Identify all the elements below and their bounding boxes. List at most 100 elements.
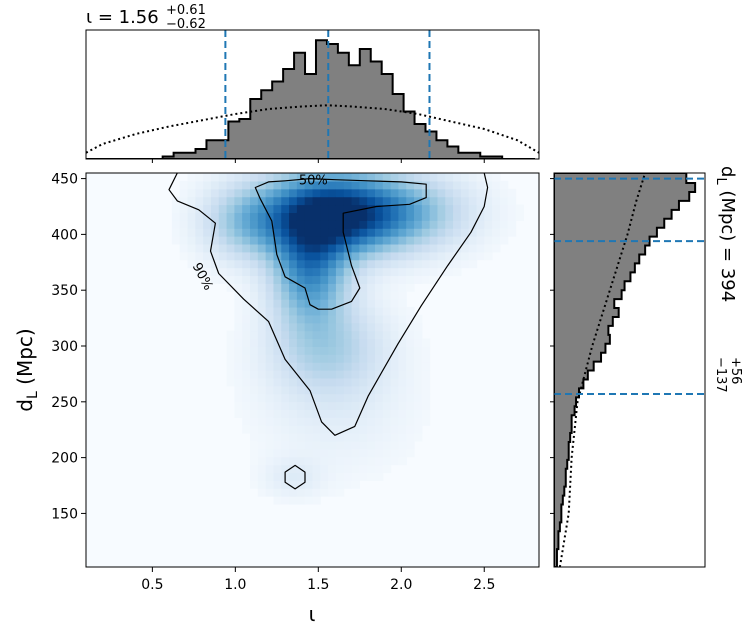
density-cell — [406, 236, 415, 245]
density-cell — [398, 354, 407, 363]
density-cell — [367, 362, 376, 371]
density-cell — [374, 456, 384, 466]
density-cell — [210, 243, 220, 253]
density-cell — [312, 196, 321, 206]
density-cell — [210, 228, 220, 237]
density-cell — [398, 236, 407, 245]
density-cell — [406, 306, 415, 316]
density-cell — [359, 236, 368, 245]
density-cell — [351, 212, 360, 221]
density-cell — [289, 291, 298, 300]
density-cell — [343, 433, 353, 442]
density-cell — [281, 464, 290, 474]
density-cell — [421, 236, 431, 245]
density-cell — [335, 433, 345, 442]
density-cell — [320, 448, 329, 458]
density-cell — [304, 228, 314, 237]
density-cell — [335, 314, 345, 324]
density-cell — [382, 228, 392, 237]
density-cell — [382, 433, 392, 442]
density-cell — [265, 283, 275, 292]
density-cell — [273, 259, 282, 269]
density-cell — [351, 251, 360, 261]
density-cell — [421, 196, 431, 206]
density-cell — [257, 330, 267, 340]
density-cell — [382, 417, 392, 426]
density-cell — [398, 188, 407, 198]
density-cell — [398, 433, 407, 442]
density-cell — [273, 433, 282, 442]
density-cell — [406, 228, 415, 237]
density-cell — [304, 283, 314, 292]
density-cell — [296, 472, 306, 481]
density-cell — [351, 377, 360, 387]
density-cell — [312, 173, 321, 182]
density-cell — [367, 472, 376, 481]
density-cell — [242, 377, 251, 387]
density-cell — [398, 409, 407, 418]
density-cell — [289, 330, 298, 340]
density-cell — [312, 496, 321, 505]
density-cell — [203, 220, 212, 229]
top-histogram — [86, 39, 536, 159]
density-cell — [296, 338, 306, 347]
density-cell — [398, 212, 407, 221]
density-cell — [429, 228, 439, 237]
density-cell — [179, 212, 189, 221]
density-cell — [367, 259, 376, 269]
density-cell — [367, 425, 376, 434]
density-cell — [296, 251, 306, 261]
density-cell — [273, 291, 282, 300]
density-cell — [445, 196, 454, 206]
density-cell — [312, 409, 321, 418]
density-cell — [234, 212, 243, 221]
density-cell — [429, 236, 439, 245]
density-cell — [187, 220, 196, 229]
density-cell — [304, 180, 314, 190]
density-cell — [351, 338, 360, 347]
density-cell — [328, 322, 337, 332]
density-cell — [390, 220, 400, 229]
density-cell — [265, 409, 275, 418]
density-cell — [281, 496, 290, 505]
density-cell — [382, 322, 392, 332]
density-cell — [374, 267, 384, 277]
density-cell — [296, 291, 306, 300]
density-cell — [265, 275, 275, 284]
density-cell — [406, 173, 415, 182]
density-cell — [273, 236, 282, 245]
density-cell — [250, 228, 259, 237]
density-cell — [343, 417, 353, 426]
density-cell — [406, 259, 415, 269]
density-cell — [460, 173, 470, 182]
density-cell — [367, 220, 376, 229]
density-cell — [390, 243, 400, 253]
density-cell — [304, 417, 314, 426]
density-cell — [250, 401, 259, 410]
density-cell — [281, 330, 290, 340]
density-cell — [257, 275, 267, 284]
density-cell — [250, 236, 259, 245]
density-cell — [398, 283, 407, 292]
density-cell — [289, 496, 298, 505]
density-cell — [445, 243, 454, 253]
density-cell — [335, 188, 345, 198]
density-cell — [320, 472, 329, 481]
density-cell — [281, 196, 290, 206]
density-cell — [374, 448, 384, 458]
density-cell — [429, 196, 439, 206]
density-cell — [242, 354, 251, 363]
density-cell — [250, 291, 259, 300]
density-cell — [296, 196, 306, 206]
density-cell — [468, 220, 478, 229]
density-cell — [273, 385, 282, 395]
density-cell — [335, 228, 345, 237]
density-cell — [382, 377, 392, 387]
density-cell — [359, 212, 368, 221]
density-cell — [296, 275, 306, 284]
density-cell — [484, 212, 493, 221]
density-cell — [460, 204, 470, 213]
density-cell — [335, 417, 345, 426]
density-cell — [359, 409, 368, 418]
density-cell — [234, 306, 243, 316]
